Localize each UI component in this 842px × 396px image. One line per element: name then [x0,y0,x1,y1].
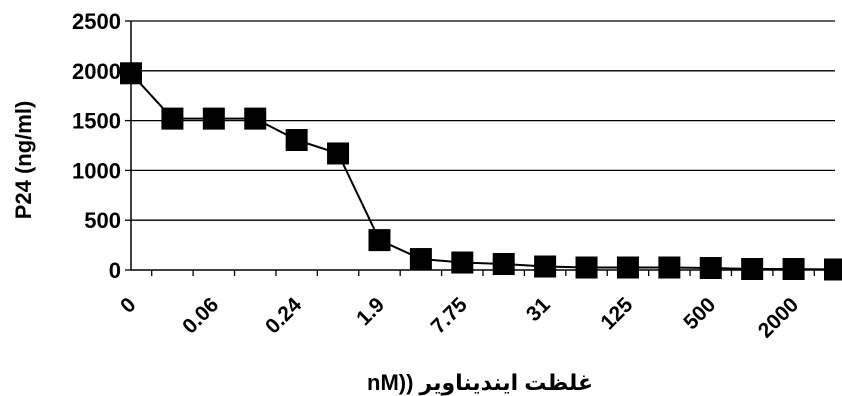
data-point-marker [161,107,184,130]
y-tick-label: 2000 [72,59,121,84]
x-tick-label: 31 [522,293,555,326]
x-tick-label: 2000 [754,293,803,342]
data-point-marker [616,256,639,279]
data-series [120,62,842,281]
data-point-marker [741,258,764,281]
data-point-marker [409,248,432,271]
x-tick-label: 0 [116,293,141,318]
data-point-marker [658,256,681,279]
x-tick-label: 125 [596,293,637,334]
tick-labels: 0 500 1000 1500 2000 2500 0 0.06 0.24 1.9 7.75 31 12… [72,9,803,343]
data-point-marker [492,253,515,276]
data-point-marker [699,257,722,280]
data-point-marker [368,229,391,252]
data-point-marker [824,258,842,281]
data-point-marker [782,258,805,281]
data-point-marker [120,62,142,85]
series-line [130,72,836,271]
axes [125,20,835,276]
y-tick-label: 0 [109,258,121,283]
y-tick-label: 1000 [72,158,121,183]
data-point-marker [202,107,225,130]
data-point-marker [451,251,474,274]
x-tick-label: 1.9 [352,293,389,330]
data-point-marker [327,142,350,165]
data-point-marker [534,255,557,278]
data-point-marker [285,129,308,152]
y-tick-label: 500 [84,208,121,233]
y-tick-label: 1500 [72,109,121,134]
gridlines [131,20,835,221]
y-tick-label: 2500 [72,9,121,34]
y-axis-title: P24 (ng/ml) [11,101,36,220]
data-point-marker [575,256,598,279]
x-tick-label: 7.75 [427,293,472,338]
x-tick-label: 0.06 [178,293,223,338]
x-axis-title: غلظت ایندیناویر ((nM [367,370,593,396]
data-point-marker [244,107,267,130]
x-tick-label: 500 [679,293,720,334]
x-tick-label: 0.24 [261,293,306,338]
